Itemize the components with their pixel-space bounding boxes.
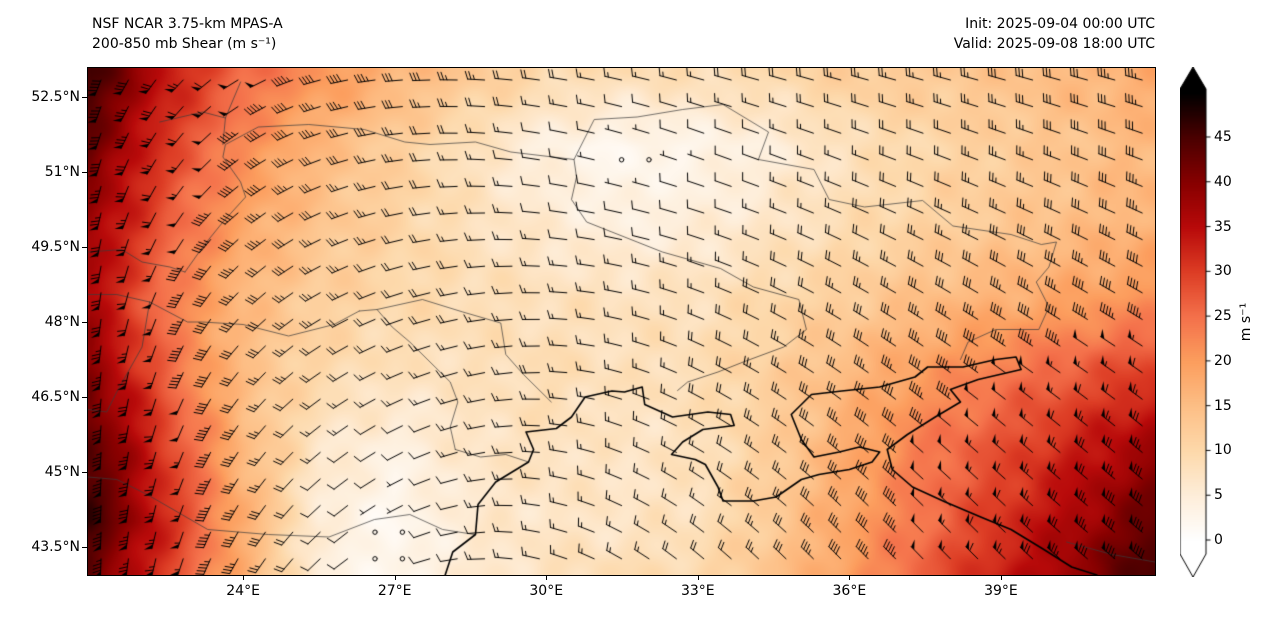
colorbar-tick-label: 5 <box>1214 487 1223 504</box>
x-tick-mark <box>546 575 548 580</box>
y-tick-label: 46.5°N <box>31 389 80 405</box>
x-tick-label: 24°E <box>226 583 260 599</box>
colorbar-tick-label: 45 <box>1214 128 1232 145</box>
colorbar-tick-label: 15 <box>1214 397 1232 414</box>
colorbar-label: m s⁻¹ <box>1238 302 1254 342</box>
plot-title: NSF NCAR 3.75-km MPAS-A 200-850 mb Shear… <box>92 14 283 54</box>
y-tick-label: 51°N <box>44 164 80 180</box>
shear-map-canvas <box>88 68 1155 575</box>
x-tick-label: 33°E <box>680 583 715 599</box>
valid-time: Valid: 2025-09-08 18:00 UTC <box>953 36 1155 52</box>
x-tick-mark <box>394 575 396 580</box>
y-tick-label: 49.5°N <box>31 239 80 255</box>
y-tick-mark <box>82 472 87 473</box>
colorbar-tick-label: 20 <box>1214 352 1232 369</box>
colorbar-tick-label: 40 <box>1214 173 1232 190</box>
y-tick-mark <box>82 247 87 248</box>
x-tick-mark <box>849 575 851 580</box>
x-tick-mark <box>243 575 245 580</box>
map-plot <box>87 67 1156 576</box>
y-tick-label: 43.5°N <box>31 539 80 555</box>
colorbar-tick-label: 25 <box>1214 308 1232 325</box>
x-tick-mark <box>1000 575 1002 580</box>
y-tick-mark <box>82 97 87 98</box>
colorbar-tick-label: 35 <box>1214 218 1232 235</box>
x-tick-label: 36°E <box>832 583 867 599</box>
y-tick-label: 48°N <box>44 314 80 330</box>
init-time: Init: 2025-09-04 00:00 UTC <box>965 16 1155 32</box>
colorbar <box>1180 67 1214 581</box>
y-tick-label: 52.5°N <box>31 89 80 105</box>
colorbar-tick-label: 30 <box>1214 263 1232 280</box>
colorbar-tick-label: 10 <box>1214 442 1232 459</box>
y-tick-mark <box>82 397 87 398</box>
plot-title-line2: 200-850 mb Shear (m s⁻¹) <box>92 36 277 52</box>
y-tick-mark <box>82 547 87 548</box>
y-tick-mark <box>82 172 87 173</box>
plot-title-line1: NSF NCAR 3.75-km MPAS-A <box>92 16 283 32</box>
y-tick-mark <box>82 322 87 323</box>
y-tick-label: 45°N <box>44 464 80 480</box>
colorbar-canvas <box>1180 67 1214 577</box>
x-tick-mark <box>697 575 699 580</box>
x-tick-label: 30°E <box>529 583 564 599</box>
run-info: Init: 2025-09-04 00:00 UTC Valid: 2025-0… <box>954 14 1155 54</box>
colorbar-tick-label: 0 <box>1214 532 1223 548</box>
x-tick-label: 27°E <box>377 583 412 599</box>
x-tick-label: 39°E <box>984 583 1018 599</box>
